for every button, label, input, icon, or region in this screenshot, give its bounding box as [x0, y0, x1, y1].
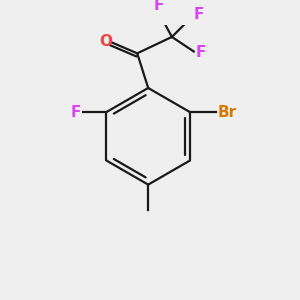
Text: Br: Br	[218, 105, 236, 120]
Text: O: O	[99, 34, 112, 49]
Text: F: F	[196, 45, 206, 60]
Text: F: F	[194, 7, 204, 22]
Text: F: F	[154, 0, 164, 14]
Text: F: F	[71, 105, 81, 120]
